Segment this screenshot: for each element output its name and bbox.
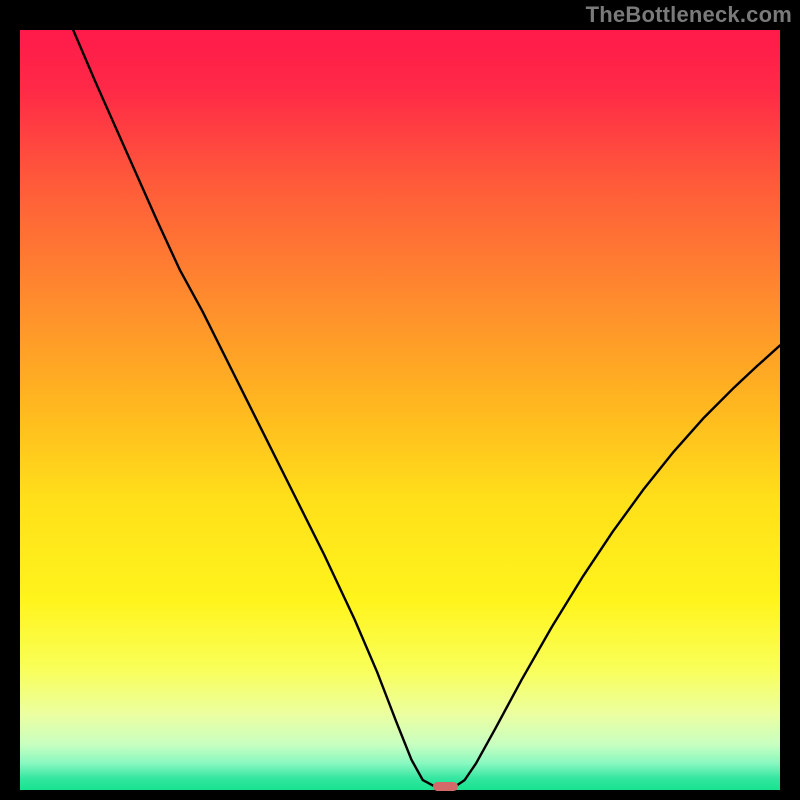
chart-background bbox=[20, 30, 780, 790]
plot-area bbox=[20, 30, 780, 790]
chart-frame: TheBottleneck.com bbox=[0, 0, 800, 800]
bottleneck-chart-svg bbox=[20, 30, 780, 790]
optimal-point-marker bbox=[433, 782, 457, 792]
watermark-text: TheBottleneck.com bbox=[586, 2, 792, 28]
